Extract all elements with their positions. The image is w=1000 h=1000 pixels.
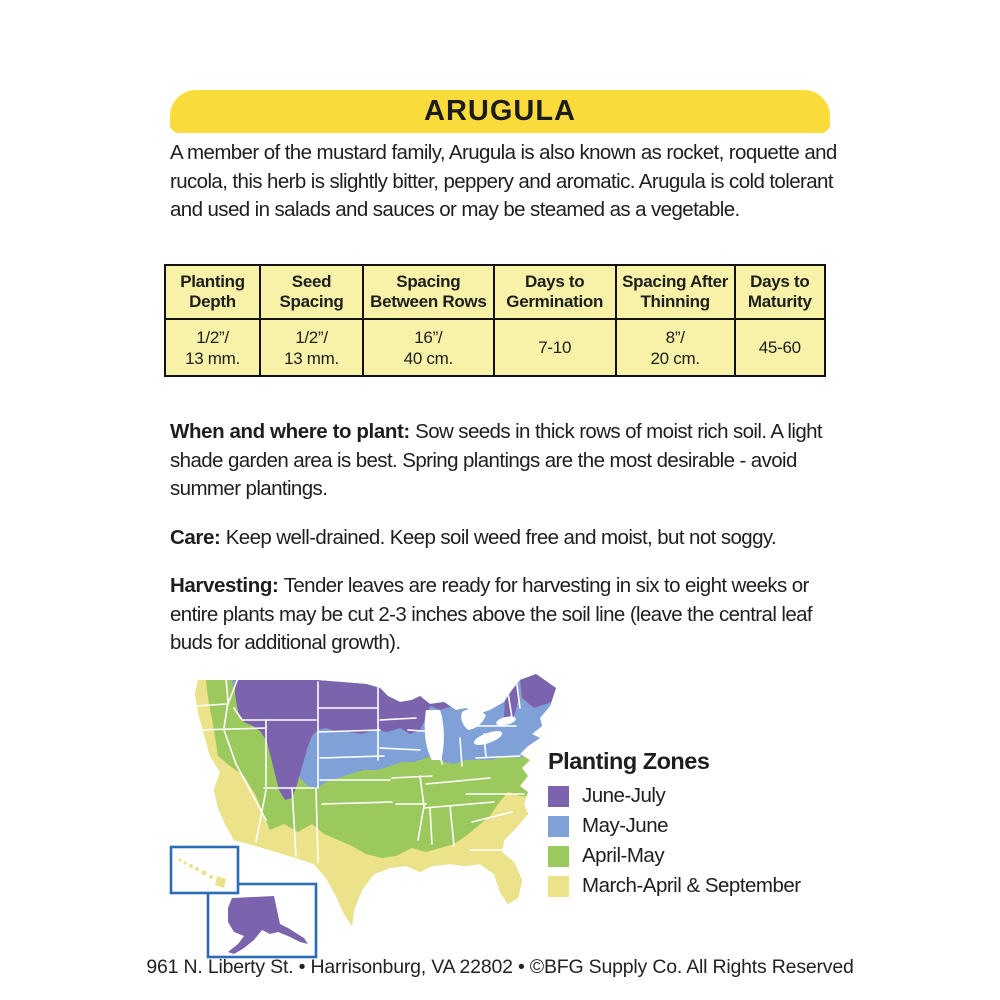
section-harvesting-text: Tender leaves are ready for harvesting i…	[170, 574, 813, 654]
legend-label: April-May	[582, 844, 665, 867]
section-care: Care: Keep well-drained. Keep soil weed f…	[170, 524, 846, 553]
section-when-where-text: Sow seeds in thick rows of moist rich so…	[170, 420, 823, 500]
legend-row-march-april-september: March-April & September	[548, 871, 868, 901]
value-seed-spacing: 1/2”/ 13 mm.	[259, 318, 364, 377]
alaska-shape	[228, 896, 308, 954]
hawaii-islands	[178, 858, 226, 888]
legend-title: Planting Zones	[548, 748, 710, 774]
zone-color-swatch-icon	[548, 785, 569, 807]
care-sections: When and where to plant: Sow seeds in thi…	[170, 418, 846, 678]
lake-huron	[461, 708, 486, 730]
lake-ontario	[496, 716, 516, 726]
lake-erie	[473, 731, 503, 745]
value-planting-depth: 1/2”/ 13 mm.	[163, 318, 262, 377]
col-seed-spacing: Seed Spacing	[259, 264, 364, 320]
us-map-svg	[169, 674, 556, 959]
value-spacing-after-thinning: 8”/ 20 cm.	[614, 318, 736, 377]
section-care-text: Keep well-drained. Keep soil weed free a…	[225, 525, 777, 549]
legend-label: May-June	[582, 814, 669, 837]
legend-row-june-july: June-July	[548, 781, 868, 811]
planting-spec-table: Planting Depth Seed Spacing Spacing Betw…	[163, 264, 827, 377]
section-care-label: Care:	[170, 525, 221, 549]
section-when-where: When and where to plant: Sow seeds in thi…	[170, 418, 846, 504]
section-when-where-label: When and where to plant:	[170, 420, 410, 443]
intro-paragraph: A member of the mustard family, Arugula …	[170, 141, 837, 221]
legend-row-april-may: April-May	[548, 841, 868, 871]
section-harvesting-label: Harvesting:	[170, 574, 279, 597]
planting-zones-map	[168, 668, 568, 968]
legend-label: March-April & September	[582, 874, 801, 897]
col-days-to-maturity: Days to Maturity	[733, 264, 827, 320]
hawaii-inset	[169, 845, 240, 895]
zone-color-swatch-icon	[548, 815, 569, 837]
alaska-inset	[206, 882, 318, 959]
table-value-row: 1/2”/ 13 mm. 1/2”/ 13 mm. 16”/ 40 cm. 7-…	[163, 318, 827, 377]
zone-color-swatch-icon	[548, 845, 569, 867]
great-lakes	[424, 708, 516, 760]
table-header-row: Planting Depth Seed Spacing Spacing Betw…	[163, 264, 827, 320]
value-days-to-germination: 7-10	[492, 318, 617, 377]
col-spacing-after-thinning: Spacing After Thinning	[614, 264, 736, 320]
page-title: ARUGULA	[424, 95, 576, 127]
col-planting-depth: Planting Depth	[163, 264, 262, 320]
col-spacing-between-rows: Spacing Between Rows	[361, 264, 495, 320]
footer-address-line: 961 N. Liberty St. • Harrisonburg, VA 22…	[146, 956, 854, 978]
zone-color-swatch-icon	[548, 875, 569, 897]
value-spacing-between-rows: 16”/ 40 cm.	[361, 318, 495, 377]
value-days-to-maturity: 45-60	[733, 318, 827, 377]
col-days-to-germination: Days to Germination	[492, 264, 617, 320]
legend-row-may-june: May-June	[548, 811, 868, 841]
planting-zones-legend: Planting Zones June-July May-June April-…	[548, 748, 868, 901]
section-harvesting: Harvesting: Tender leaves are ready for h…	[170, 572, 846, 658]
legend-label: June-July	[582, 784, 666, 807]
title-banner: ARUGULA	[170, 90, 830, 133]
